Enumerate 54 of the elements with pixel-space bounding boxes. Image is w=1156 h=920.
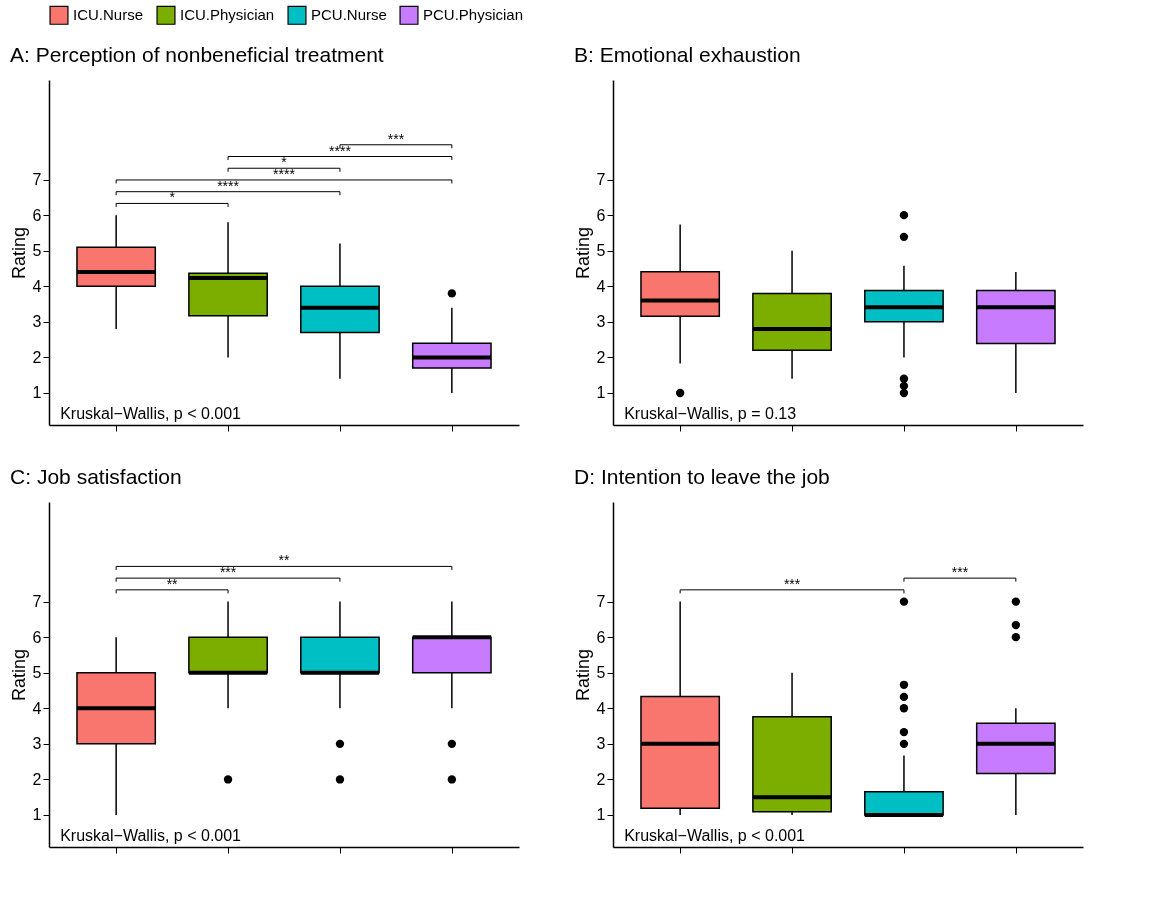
y-tick-label: 2: [596, 348, 606, 366]
annotation: Kruskal−Wallis, p < 0.001: [60, 405, 242, 422]
chart-title: B: Emotional exhaustion: [574, 43, 801, 66]
y-tick-label: 5: [32, 242, 42, 260]
y-tick-label: 3: [32, 313, 42, 331]
y-tick-label: 6: [596, 628, 606, 646]
y-tick-label: 5: [32, 664, 42, 682]
annotation: Kruskal−Wallis, p < 0.001: [60, 827, 242, 844]
y-tick-label: 1: [596, 806, 606, 824]
y-axis-title: Rating: [572, 648, 593, 702]
legend-label: ICU.Nurse: [73, 6, 144, 24]
y-axis-title: Rating: [572, 226, 593, 280]
y-tick-label: 4: [32, 277, 42, 295]
y-tick-label: 5: [596, 664, 606, 682]
annotation: Kruskal−Wallis, p = 0.13: [624, 405, 797, 422]
y-tick-label: 6: [32, 206, 42, 224]
annotation: ****: [217, 177, 240, 194]
annotation: ***: [387, 130, 405, 147]
annotation: *: [169, 189, 176, 206]
y-tick-label: 1: [32, 384, 42, 402]
chart-title: D: Intention to leave the job: [574, 465, 830, 488]
y-tick-label: 7: [32, 593, 42, 611]
y-tick-label: 1: [596, 384, 606, 402]
y-tick-label: 7: [596, 171, 606, 189]
y-tick-label: 6: [596, 206, 606, 224]
y-axis-title: Rating: [8, 648, 29, 702]
annotation: **: [166, 575, 179, 592]
y-tick-label: 2: [596, 770, 606, 788]
y-tick-label: 4: [32, 699, 42, 717]
y-tick-label: 3: [596, 735, 606, 753]
annotation: ***: [951, 564, 969, 581]
y-tick-label: 2: [32, 770, 42, 788]
legend-label: PCU.Physician: [423, 6, 524, 24]
annotation: ****: [329, 142, 352, 159]
y-tick-label: 4: [596, 277, 606, 295]
y-tick-label: 6: [32, 628, 42, 646]
annotation: ***: [783, 575, 801, 592]
chart-title: C: Job satisfaction: [10, 465, 182, 488]
y-tick-label: 7: [596, 593, 606, 611]
y-tick-label: 1: [32, 806, 42, 824]
annotation: ****: [273, 165, 296, 182]
y-tick-label: 3: [32, 735, 42, 753]
annotation: Kruskal−Wallis, p < 0.001: [624, 827, 806, 844]
chart-title: A: Perception of nonbeneficial treatment: [10, 43, 384, 66]
y-axis-title: Rating: [8, 226, 29, 280]
y-tick-label: 2: [32, 348, 42, 366]
y-tick-label: 4: [596, 699, 606, 717]
y-tick-label: 5: [596, 242, 606, 260]
y-tick-label: 3: [596, 313, 606, 331]
annotation: **: [278, 552, 290, 569]
annotation: ***: [219, 564, 237, 581]
legend-label: ICU.Physician: [180, 6, 275, 24]
legend-label: PCU.Nurse: [311, 6, 387, 24]
y-tick-label: 7: [32, 171, 42, 189]
